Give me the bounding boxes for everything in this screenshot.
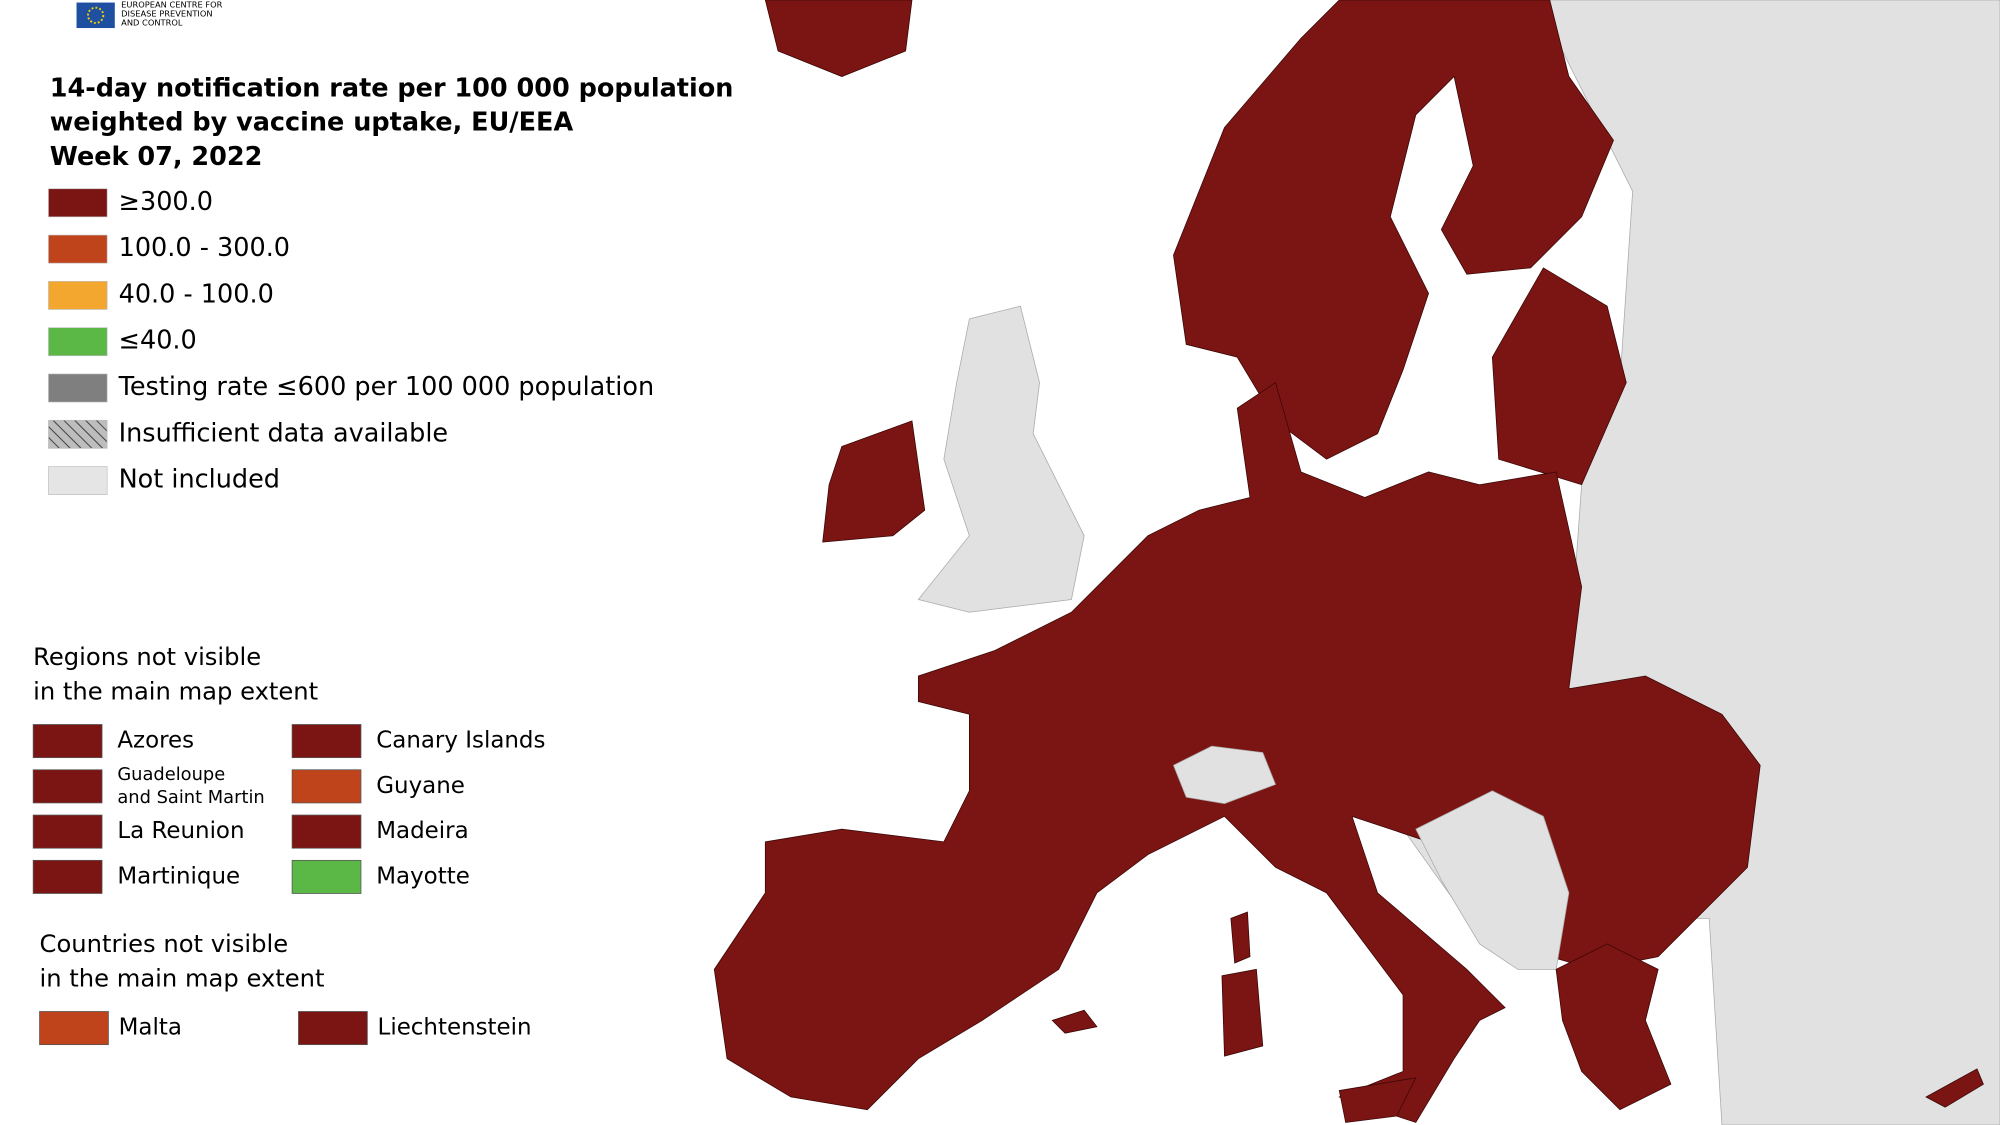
legend-label: ≥300.0 (119, 187, 213, 217)
title: Week 07, 2022 (50, 142, 263, 172)
region-label: Canary Islands (376, 728, 545, 754)
legend-swatch (48, 466, 108, 495)
region-label: Liechtenstein (378, 1015, 532, 1041)
title: 14-day notification rate per 100 000 pop… (50, 73, 734, 103)
uk (917, 305, 1085, 613)
logo-text: DISEASE PREVENTION (121, 9, 212, 19)
region-swatch (291, 814, 362, 849)
legend-label: 100.0 - 300.0 (119, 233, 290, 263)
legend-label: 40.0 - 100.0 (119, 279, 274, 309)
region-swatch (32, 859, 103, 894)
region-swatch (291, 724, 362, 759)
region-label: Malta (119, 1015, 182, 1041)
region-label: Guadeloupe (117, 764, 225, 785)
region-swatch (39, 1011, 109, 1046)
greece (1555, 943, 1672, 1111)
eu-flag (76, 2, 115, 29)
balearics (1051, 1009, 1098, 1034)
region-label: Madeira (376, 818, 468, 844)
legend-label: Testing rate ≤600 per 100 000 population (118, 372, 655, 402)
title: weighted by vaccine uptake, EU/EEA (50, 108, 574, 138)
sardinia (1221, 968, 1264, 1057)
baltics (1491, 267, 1627, 486)
sicily (1338, 1077, 1417, 1123)
section-heading: Regions not visible (33, 643, 261, 671)
eu-stars (87, 6, 105, 24)
iceland (764, 0, 913, 77)
region-swatch (32, 724, 103, 759)
region-label: Azores (117, 728, 194, 754)
legend-swatch (48, 281, 108, 310)
section-heading: in the main map extent (40, 965, 325, 993)
logo-text: EUROPEAN CENTRE FOR (121, 0, 222, 10)
switzerland (1172, 745, 1277, 804)
region-label: Mayotte (376, 863, 470, 889)
legend-swatch (48, 373, 108, 403)
legend-swatch (48, 327, 108, 357)
region-label: Guyane (376, 773, 465, 799)
section-heading: in the main map extent (33, 678, 318, 706)
corsica (1230, 911, 1251, 964)
region-label: La Reunion (117, 818, 244, 844)
region-swatch (291, 769, 362, 804)
region-swatch (298, 1011, 368, 1046)
legend-label: Not included (119, 465, 280, 495)
logo-text: AND CONTROL (121, 17, 183, 27)
legend-label: ≤40.0 (119, 326, 197, 356)
section-heading: Countries not visible (40, 930, 289, 958)
legend-swatch (48, 188, 108, 218)
region-swatch (32, 769, 103, 804)
ireland (822, 420, 926, 543)
map (713, 0, 2000, 1125)
scandinavia (1173, 0, 1614, 460)
region-label: and Saint Martin (117, 787, 264, 808)
cyprus (1925, 1068, 1984, 1108)
legend-swatch (48, 234, 108, 264)
logo (76, 2, 115, 29)
legend-swatch (48, 419, 108, 449)
region-label: Martinique (117, 863, 240, 889)
region-swatch (32, 814, 103, 849)
region-swatch (291, 859, 362, 894)
legend-label: Insufficient data available (119, 418, 448, 448)
